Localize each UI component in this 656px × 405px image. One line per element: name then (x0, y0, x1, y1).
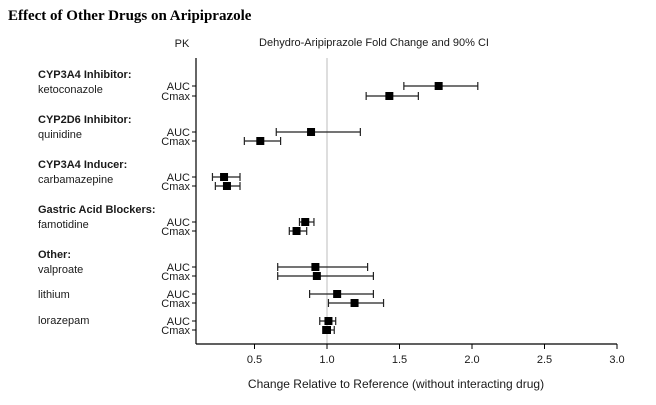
pk-param-label: AUC (167, 262, 190, 274)
point-estimate (256, 137, 265, 145)
drug-label: valproate (38, 264, 83, 276)
point-estimate (350, 299, 359, 307)
point-estimate (333, 290, 342, 298)
chart-subtitle: Dehydro-Aripiprazole Fold Change and 90%… (259, 37, 489, 49)
drug-label: quinidine (38, 129, 82, 141)
pk-column-header: PK (175, 38, 190, 50)
x-tick-label: 0.5 (247, 354, 262, 366)
drug-label: famotidine (38, 219, 89, 231)
point-estimate (292, 227, 301, 235)
pk-param-label: AUC (167, 316, 190, 328)
pk-param-label: AUC (167, 172, 190, 184)
drug-label: ketoconazole (38, 84, 103, 96)
drug-label: lithium (38, 289, 70, 301)
pk-param-label: Cmax (161, 136, 190, 148)
pk-param-label: Cmax (161, 91, 190, 103)
point-estimate (434, 82, 443, 90)
pk-param-label: Cmax (161, 181, 190, 193)
x-tick-label: 1.5 (392, 354, 407, 366)
category-label: Gastric Acid Blockers: (38, 204, 156, 216)
chart-title: Effect of Other Drugs on Aripiprazole (8, 8, 252, 24)
point-estimate (222, 182, 231, 190)
point-estimate (324, 317, 333, 325)
pk-param-label: Cmax (161, 226, 190, 238)
point-estimate (220, 173, 229, 181)
pk-param-label: Cmax (161, 271, 190, 283)
pk-param-label: Cmax (161, 298, 190, 310)
point-estimate (311, 263, 320, 271)
point-estimate (312, 272, 321, 280)
x-tick-label: 2.0 (464, 354, 479, 366)
x-tick-label: 2.5 (537, 354, 552, 366)
category-label: Other: (38, 249, 71, 261)
point-estimate (301, 218, 310, 226)
pk-param-label: Cmax (161, 325, 190, 337)
point-estimate (307, 128, 316, 136)
x-tick-label: 3.0 (609, 354, 624, 366)
pk-param-label: AUC (167, 289, 190, 301)
pk-param-label: AUC (167, 217, 190, 229)
x-axis-label: Change Relative to Reference (without in… (248, 377, 544, 391)
category-label: CYP3A4 Inducer: (38, 159, 127, 171)
pk-param-label: AUC (167, 127, 190, 139)
category-label: CYP3A4 Inhibitor: (38, 69, 132, 81)
point-estimate (385, 92, 394, 100)
drug-label: carbamazepine (38, 174, 113, 186)
point-estimate (323, 326, 331, 334)
drug-label: lorazepam (38, 315, 89, 327)
pk-param-label: AUC (167, 81, 190, 93)
x-tick-label: 1.0 (319, 354, 334, 366)
category-label: CYP2D6 Inhibitor: (38, 114, 132, 126)
